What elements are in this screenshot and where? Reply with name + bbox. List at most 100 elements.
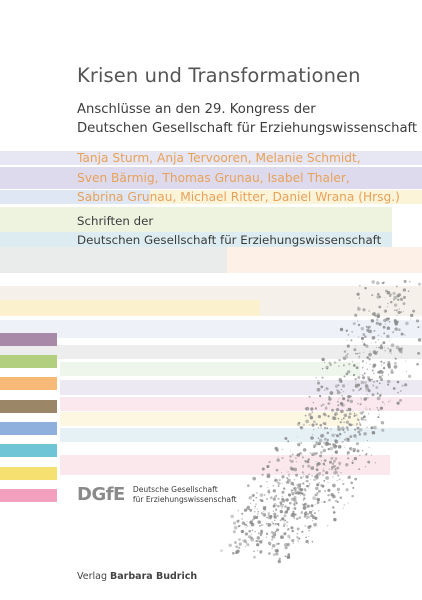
speckle-dot [396, 380, 400, 384]
speckle-dot [410, 313, 414, 318]
speckle-dot [402, 302, 406, 306]
speckle-dot [378, 305, 382, 309]
speckle-dot [359, 352, 361, 354]
speckle-dot [342, 482, 345, 486]
speckle-dot [358, 433, 362, 436]
speckle-dot [315, 377, 317, 379]
speckle-dot [400, 311, 403, 314]
speckle-dot [337, 404, 340, 407]
speckle-dot [345, 354, 348, 357]
speckle-dot [259, 540, 263, 544]
speckle-dot [367, 397, 369, 399]
speckle-dot [318, 443, 320, 446]
speckle-dot [292, 542, 295, 545]
speckle-dot [393, 303, 398, 307]
speckle-dot [334, 457, 338, 460]
speckle-dot [346, 399, 350, 402]
speckle-dot [334, 433, 336, 435]
speckle-dot [365, 362, 367, 364]
speckle-dot [287, 471, 289, 473]
speckle-dot [388, 340, 390, 342]
speckle-dot [314, 503, 316, 505]
speckle-dot [394, 356, 396, 358]
speckle-dot [406, 371, 408, 373]
speckle-dot [376, 281, 380, 285]
speckle-dot [237, 509, 240, 512]
speckle-dot [286, 521, 289, 524]
speckle-dot [271, 521, 274, 523]
band-lilac [0, 167, 422, 189]
speckle-dot [366, 426, 368, 428]
speckle-dot [305, 539, 309, 544]
speckle-dot [390, 370, 394, 374]
speckle-dot [300, 492, 304, 495]
speckle-dot [336, 466, 339, 469]
band-yellow-2 [0, 300, 260, 316]
speckle-dot [314, 407, 318, 410]
speckle-dot [265, 532, 269, 535]
speckle-dot [256, 508, 258, 510]
speckle-dot [262, 512, 267, 517]
speckle-dot [354, 456, 356, 458]
speckle-dot [327, 481, 329, 483]
speckle-dot [379, 345, 384, 350]
speckle-dot [302, 423, 306, 426]
speckle-dot [288, 473, 291, 476]
speckle-dot [367, 331, 369, 333]
speckle-dot [320, 460, 322, 462]
speckle-dot [301, 503, 304, 506]
speckle-dot [277, 481, 281, 486]
swatch-orange [0, 377, 57, 390]
speckle-dot [347, 395, 351, 399]
speckle-dot [284, 519, 287, 522]
speckle-dot [373, 372, 375, 374]
speckle-dot [332, 471, 337, 475]
speckle-dot [281, 456, 284, 460]
speckle-dot [348, 412, 352, 416]
speckle-dot [283, 511, 286, 514]
speckle-dot [372, 384, 375, 387]
speckle-dot [364, 381, 367, 384]
speckle-dot [284, 506, 286, 508]
speckle-dot [362, 374, 364, 377]
speckle-dot [332, 506, 335, 509]
speckle-dot [387, 383, 390, 386]
speckle-dot [347, 476, 350, 479]
speckle-dot [305, 419, 309, 424]
speckle-dot [333, 517, 337, 522]
speckle-dot [323, 426, 327, 430]
speckle-dot [336, 389, 339, 392]
speckle-dot [315, 468, 319, 472]
speckle-dot [262, 501, 264, 502]
speckle-dot [317, 509, 320, 512]
speckle-dot [351, 360, 354, 363]
speckle-dot [388, 374, 390, 376]
speckle-dot [400, 347, 403, 350]
speckle-dot [328, 395, 331, 398]
speckle-dot [277, 559, 281, 564]
speckle-dot [290, 450, 292, 452]
speckle-dot [378, 346, 380, 349]
speckle-dot [334, 450, 339, 454]
speckle-dot [343, 364, 345, 367]
speckle-dot [362, 333, 366, 336]
series-line: Deutschen Gesellschaft für Erziehungswis… [77, 233, 382, 247]
speckle-dot [322, 403, 325, 406]
speckle-dot [241, 518, 243, 520]
speckle-dot [358, 297, 361, 299]
speckle-dot [376, 371, 380, 374]
speckle-dot [290, 460, 292, 463]
speckle-dot [325, 471, 329, 475]
speckle-dot [400, 356, 402, 358]
speckle-dot [296, 527, 300, 531]
speckle-dot [262, 511, 264, 513]
speckle-dot [342, 507, 344, 509]
speckle-dot [263, 493, 266, 497]
speckle-dot [376, 295, 380, 299]
speckle-dot [363, 432, 367, 436]
speckle-dot [287, 529, 289, 531]
speckle-dot [312, 420, 316, 424]
speckle-dot [283, 487, 286, 490]
speckle-dot [347, 426, 349, 428]
